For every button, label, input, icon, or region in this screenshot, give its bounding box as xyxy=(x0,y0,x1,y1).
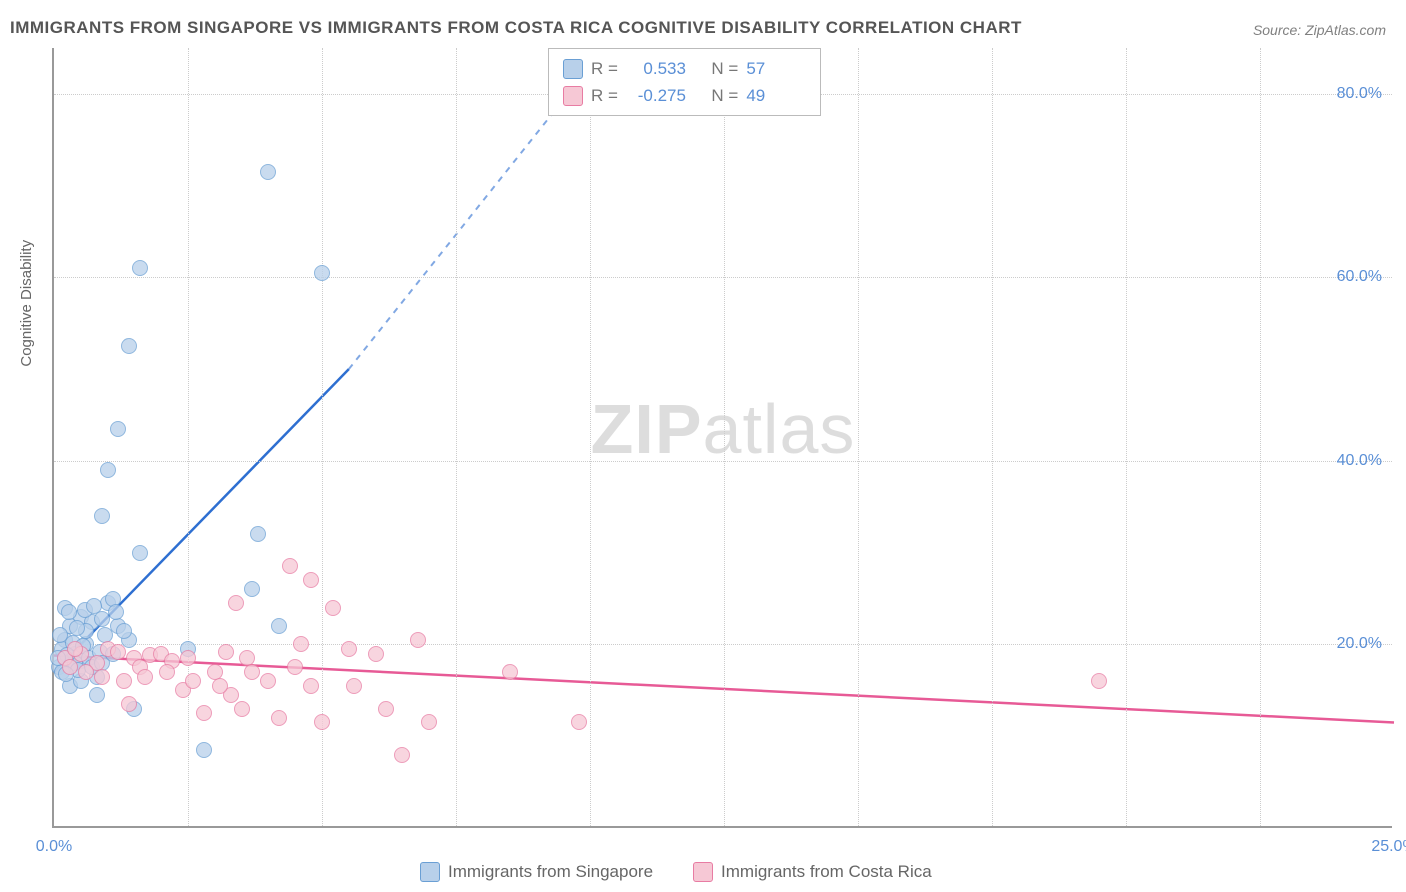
scatter-point xyxy=(196,705,212,721)
y-tick-label: 40.0% xyxy=(1337,452,1382,470)
y-tick-label: 20.0% xyxy=(1337,635,1382,653)
x-tick-label: 0.0% xyxy=(36,838,72,856)
scatter-point xyxy=(250,526,266,542)
legend-label: Immigrants from Costa Rica xyxy=(721,862,932,882)
gridline-vertical xyxy=(1260,48,1261,826)
svg-overlay xyxy=(54,48,1392,826)
scatter-point xyxy=(314,265,330,281)
scatter-point xyxy=(86,598,102,614)
scatter-point xyxy=(137,669,153,685)
gridline-vertical xyxy=(1126,48,1127,826)
source-attribution: Source: ZipAtlas.com xyxy=(1253,22,1386,38)
scatter-point xyxy=(228,595,244,611)
scatter-point xyxy=(244,581,260,597)
scatter-point xyxy=(132,260,148,276)
scatter-point xyxy=(282,558,298,574)
stats-row: R = 0.533 N = 57 xyxy=(563,55,806,82)
scatter-point xyxy=(368,646,384,662)
gridline-vertical xyxy=(724,48,725,826)
scatter-point xyxy=(110,644,126,660)
scatter-point xyxy=(78,664,94,680)
scatter-point xyxy=(67,641,83,657)
stats-r-label: R = xyxy=(591,82,618,109)
stats-n-value: 49 xyxy=(746,82,806,109)
scatter-point xyxy=(346,678,362,694)
scatter-point xyxy=(52,627,68,643)
legend-item: Immigrants from Costa Rica xyxy=(693,862,932,882)
scatter-point xyxy=(421,714,437,730)
gridline-horizontal xyxy=(54,277,1392,278)
stats-r-value: -0.275 xyxy=(626,82,686,109)
stats-row: R = -0.275 N = 49 xyxy=(563,82,806,109)
scatter-point xyxy=(121,338,137,354)
gridline-vertical xyxy=(590,48,591,826)
scatter-point xyxy=(159,664,175,680)
scatter-point xyxy=(502,664,518,680)
scatter-point xyxy=(271,618,287,634)
scatter-point xyxy=(410,632,426,648)
scatter-point xyxy=(196,742,212,758)
gridline-vertical xyxy=(992,48,993,826)
y-tick-label: 60.0% xyxy=(1337,268,1382,286)
scatter-point xyxy=(110,421,126,437)
stats-r-label: R = xyxy=(591,55,618,82)
scatter-point xyxy=(94,508,110,524)
stats-n-label: N = xyxy=(711,55,738,82)
legend-swatch xyxy=(420,862,440,882)
scatter-point xyxy=(180,650,196,666)
scatter-point xyxy=(394,747,410,763)
legend-swatch xyxy=(693,862,713,882)
legend-label: Immigrants from Singapore xyxy=(448,862,653,882)
gridline-horizontal xyxy=(54,461,1392,462)
scatter-point xyxy=(116,623,132,639)
scatter-point xyxy=(121,696,137,712)
scatter-point xyxy=(89,687,105,703)
gridline-vertical xyxy=(322,48,323,826)
scatter-point xyxy=(1091,673,1107,689)
scatter-point xyxy=(293,636,309,652)
scatter-point xyxy=(218,644,234,660)
x-tick-label: 25.0% xyxy=(1371,838,1406,856)
scatter-point xyxy=(571,714,587,730)
plot-area: ZIPatlas 20.0%40.0%60.0%80.0%0.0%25.0% xyxy=(52,48,1392,828)
scatter-point xyxy=(303,678,319,694)
gridline-vertical xyxy=(858,48,859,826)
scatter-point xyxy=(378,701,394,717)
y-tick-label: 80.0% xyxy=(1337,85,1382,103)
scatter-point xyxy=(341,641,357,657)
scatter-point xyxy=(69,620,85,636)
stats-swatch xyxy=(563,59,583,79)
scatter-point xyxy=(132,545,148,561)
y-axis-label: Cognitive Disability xyxy=(18,240,35,367)
scatter-point xyxy=(260,164,276,180)
scatter-point xyxy=(212,678,228,694)
scatter-point xyxy=(271,710,287,726)
stats-n-value: 57 xyxy=(746,55,806,82)
gridline-vertical xyxy=(456,48,457,826)
scatter-point xyxy=(314,714,330,730)
stats-n-label: N = xyxy=(711,82,738,109)
scatter-point xyxy=(234,701,250,717)
scatter-point xyxy=(94,669,110,685)
stats-box: R = 0.533 N = 57 R = -0.275 N = 49 xyxy=(548,48,821,116)
bottom-legend: Immigrants from Singapore Immigrants from… xyxy=(420,862,932,882)
scatter-point xyxy=(108,604,124,620)
scatter-point xyxy=(244,664,260,680)
scatter-point xyxy=(260,673,276,689)
scatter-point xyxy=(61,604,77,620)
scatter-point xyxy=(287,659,303,675)
scatter-point xyxy=(303,572,319,588)
stats-swatch xyxy=(563,86,583,106)
stats-r-value: 0.533 xyxy=(626,55,686,82)
gridline-horizontal xyxy=(54,644,1392,645)
scatter-point xyxy=(62,659,78,675)
scatter-point xyxy=(100,462,116,478)
scatter-point xyxy=(185,673,201,689)
chart-title: IMMIGRANTS FROM SINGAPORE VS IMMIGRANTS … xyxy=(10,18,1022,38)
scatter-point xyxy=(116,673,132,689)
gridline-vertical xyxy=(188,48,189,826)
scatter-point xyxy=(325,600,341,616)
legend-item: Immigrants from Singapore xyxy=(420,862,653,882)
